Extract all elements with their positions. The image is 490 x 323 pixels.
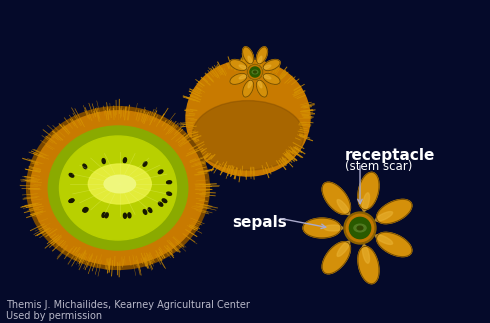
Text: (stem scar): (stem scar) [345,160,413,173]
Ellipse shape [69,173,74,177]
Ellipse shape [158,170,163,174]
Circle shape [248,66,262,78]
Ellipse shape [243,80,254,97]
Ellipse shape [263,65,271,69]
Ellipse shape [105,213,108,218]
Ellipse shape [48,126,188,250]
Ellipse shape [123,213,126,218]
Ellipse shape [69,199,74,203]
Ellipse shape [322,182,350,214]
Ellipse shape [377,199,412,224]
Ellipse shape [248,56,252,65]
Ellipse shape [337,200,350,215]
Ellipse shape [358,172,379,210]
Circle shape [247,65,263,79]
Circle shape [346,214,374,242]
Ellipse shape [252,70,258,74]
Ellipse shape [128,213,131,218]
Ellipse shape [248,79,252,88]
Ellipse shape [263,59,280,71]
Circle shape [349,217,370,239]
Ellipse shape [123,158,126,163]
Circle shape [250,67,260,77]
Ellipse shape [243,47,254,64]
Ellipse shape [83,164,87,169]
Ellipse shape [263,73,280,84]
Ellipse shape [230,59,247,71]
Ellipse shape [375,212,392,221]
Ellipse shape [69,199,74,203]
Ellipse shape [362,245,369,263]
Ellipse shape [358,246,379,284]
Ellipse shape [375,234,392,245]
Text: receptacle: receptacle [345,148,436,163]
Ellipse shape [258,56,262,65]
Text: sepals: sepals [232,215,287,230]
Text: Themis J. Michailides, Kearney Agricultural Center: Themis J. Michailides, Kearney Agricultu… [6,300,250,310]
Ellipse shape [362,193,369,211]
Ellipse shape [59,136,176,240]
Ellipse shape [158,202,163,206]
Ellipse shape [167,192,172,195]
Ellipse shape [230,73,247,84]
Ellipse shape [167,181,172,184]
Ellipse shape [324,225,343,231]
Ellipse shape [104,175,136,193]
Ellipse shape [192,100,304,170]
Ellipse shape [179,54,321,188]
Ellipse shape [102,213,105,217]
Ellipse shape [239,75,247,79]
Ellipse shape [322,242,350,274]
Ellipse shape [28,108,208,268]
Ellipse shape [256,80,268,97]
Ellipse shape [186,60,310,176]
Ellipse shape [102,159,105,163]
Ellipse shape [258,79,262,88]
Ellipse shape [354,224,366,232]
Ellipse shape [377,232,412,256]
Ellipse shape [84,208,88,212]
Ellipse shape [263,75,271,79]
Ellipse shape [337,241,350,256]
Ellipse shape [83,208,87,212]
Ellipse shape [143,210,147,214]
Ellipse shape [254,71,256,73]
Ellipse shape [162,199,167,203]
Text: Used by permission: Used by permission [6,311,102,321]
Ellipse shape [256,47,268,64]
Ellipse shape [303,218,341,238]
Ellipse shape [143,162,147,166]
Ellipse shape [148,208,152,213]
Circle shape [344,212,376,244]
Ellipse shape [88,164,151,204]
Ellipse shape [239,65,247,69]
Ellipse shape [357,226,363,230]
